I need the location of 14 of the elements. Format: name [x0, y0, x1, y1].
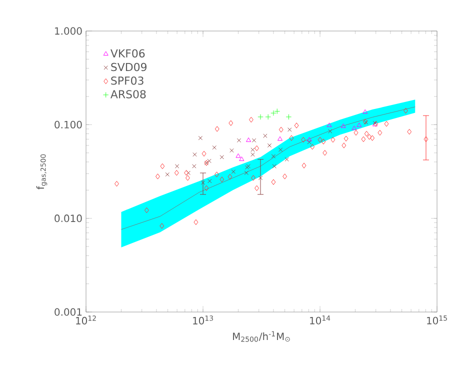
legend-label: VKF06	[110, 49, 145, 58]
x-axis-title: M$_{2500}$/h$^{-1}$M$_{⊙}$	[233, 331, 290, 342]
y-tick-label: 0.010	[54, 214, 82, 222]
y-axis-title: f$_{gas,2500}$	[36, 154, 48, 190]
legend-label: ARS08	[110, 90, 146, 98]
legend-label: SVD09	[111, 62, 147, 72]
y-tick-label: 1.000	[55, 27, 82, 35]
legend-label: SPF03	[111, 76, 144, 85]
y-tick-label: 0.001	[54, 308, 82, 316]
x-tick-label: 10$^{14}$	[310, 316, 330, 324]
x-tick-label: 10$^{12}$	[76, 316, 96, 324]
x-tick-label: 10$^{15}$	[427, 316, 447, 324]
y-tick-label: 0.100	[54, 120, 82, 128]
x-tick-label: 10$^{13}$	[193, 316, 213, 324]
